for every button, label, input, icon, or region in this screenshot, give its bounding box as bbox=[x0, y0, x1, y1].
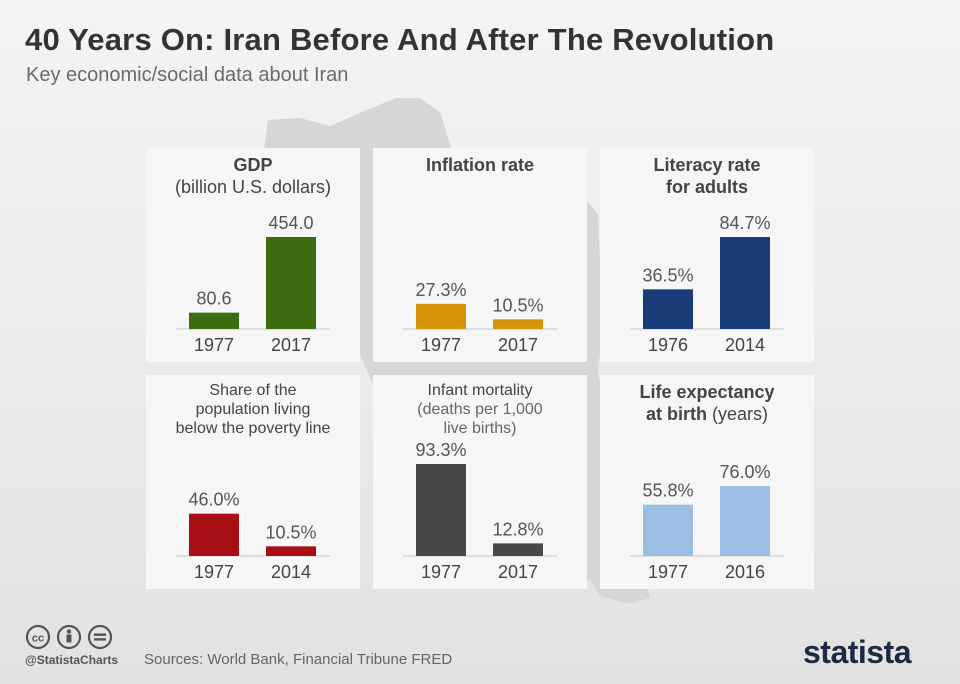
inflation-panel-title: Inflation rate bbox=[373, 154, 587, 176]
poverty-title-line-3: below the poverty line bbox=[175, 420, 331, 437]
bar-1977 bbox=[189, 312, 239, 329]
bar-1977 bbox=[189, 513, 239, 556]
bar-2017 bbox=[493, 543, 543, 556]
bar-1976 bbox=[643, 289, 693, 329]
data-label: 76.0% bbox=[719, 462, 770, 482]
category-label: 2014 bbox=[271, 562, 311, 582]
data-label: 454.0 bbox=[268, 213, 313, 233]
data-label: 27.3% bbox=[415, 280, 466, 300]
data-label: 36.5% bbox=[642, 265, 693, 285]
data-label: 55.8% bbox=[642, 481, 693, 501]
infant-mortality-title: Infant mortality bbox=[427, 382, 533, 399]
literacy-title-line-2: for adults bbox=[665, 177, 748, 197]
infant-mortality-subtitle-line-1: (deaths per 1,000 bbox=[417, 401, 543, 418]
bar-1977 bbox=[416, 303, 466, 329]
life-expectancy-panel-title: Life expectancy at birth (years) bbox=[600, 381, 814, 425]
infant-mortality-panel-title: Infant mortality (deaths per 1,000 live … bbox=[373, 381, 587, 438]
poverty-title-line-2: population living bbox=[195, 401, 311, 418]
data-label: 84.7% bbox=[719, 213, 770, 233]
nd-icon bbox=[87, 624, 113, 650]
gdp-panel: GDP (billion U.S. dollars) 80.6 1977 454.0… bbox=[146, 148, 360, 362]
data-label: 10.5% bbox=[265, 522, 316, 542]
life-expectancy-units: (years) bbox=[706, 404, 768, 424]
data-label: 46.0% bbox=[188, 490, 239, 510]
data-label: 93.3% bbox=[415, 440, 466, 460]
literacy-title-line-1: Literacy rate bbox=[653, 155, 761, 175]
category-label: 2017 bbox=[498, 562, 538, 582]
bar-1977 bbox=[416, 464, 466, 556]
inflation-chart: 27.3% 1977 10.5% 2017 bbox=[403, 280, 557, 355]
bar-1977 bbox=[643, 504, 693, 556]
poverty-panel-title: Share of the population living below the… bbox=[146, 381, 360, 438]
literacy-panel-title: Literacy rate for adults bbox=[600, 154, 814, 198]
life-expectancy-chart: 55.8% 1977 76.0% 2016 bbox=[630, 462, 784, 582]
category-label: 1976 bbox=[648, 335, 688, 355]
bar-2017 bbox=[266, 237, 316, 329]
data-label: 80.6 bbox=[196, 289, 231, 309]
life-expectancy-title-bold: at birth bbox=[645, 404, 707, 424]
life-expectancy-title: Life expectancy bbox=[639, 382, 775, 402]
statista-logo[interactable]: statista bbox=[803, 634, 912, 670]
infant-mortality-chart: 93.3% 1977 12.8% 2017 bbox=[403, 440, 557, 582]
category-label: 2017 bbox=[498, 335, 538, 355]
poverty-chart: 46.0% 1977 10.5% 2014 bbox=[176, 490, 330, 582]
literacy-chart: 36.5% 1976 84.7% 2014 bbox=[630, 213, 784, 355]
gdp-subtitle: (billion U.S. dollars) bbox=[174, 177, 332, 197]
category-label: 1977 bbox=[421, 562, 461, 582]
gdp-chart: 80.6 1977 454.0 2017 bbox=[176, 213, 330, 355]
gdp-panel-title: GDP (billion U.S. dollars) bbox=[146, 154, 360, 198]
poverty-panel: Share of the population living below the… bbox=[146, 375, 360, 589]
category-label: 1977 bbox=[421, 335, 461, 355]
license-icons: cc bbox=[25, 624, 113, 650]
bar-2014 bbox=[266, 546, 316, 556]
data-label: 12.8% bbox=[492, 519, 543, 539]
infant-mortality-panel: Infant mortality (deaths per 1,000 live … bbox=[373, 375, 587, 589]
data-label: 10.5% bbox=[492, 295, 543, 315]
statista-handle: @StatistaCharts bbox=[25, 653, 119, 667]
literacy-panel: Literacy rate for adults 36.5% 1976 84.7% 2… bbox=[600, 148, 814, 362]
page-title: 40 Years On: Iran Before And After The R… bbox=[25, 22, 775, 57]
bar-2014 bbox=[720, 237, 770, 329]
svg-text:cc: cc bbox=[32, 633, 44, 645]
infant-mortality-subtitle-line-2: live births) bbox=[443, 420, 517, 437]
bar-2016 bbox=[720, 486, 770, 556]
inflation-panel: Inflation rate 27.3% 1977 10.5% 2017 bbox=[373, 148, 587, 362]
gdp-title: GDP bbox=[233, 155, 273, 175]
cc-icon: cc bbox=[25, 624, 51, 650]
category-label: 1977 bbox=[194, 335, 234, 355]
by-icon bbox=[56, 624, 82, 650]
inflation-title: Inflation rate bbox=[425, 155, 534, 175]
bar-2017 bbox=[493, 319, 543, 329]
page-subtitle: Key economic/social data about Iran bbox=[26, 64, 349, 86]
category-label: 2016 bbox=[725, 562, 765, 582]
category-label: 2014 bbox=[725, 335, 765, 355]
category-label: 1977 bbox=[194, 562, 234, 582]
poverty-title-line-1: Share of the bbox=[209, 382, 297, 399]
sources-note: Sources: World Bank, Financial Tribune F… bbox=[144, 651, 453, 668]
category-label: 2017 bbox=[271, 335, 311, 355]
category-label: 1977 bbox=[648, 562, 688, 582]
life-expectancy-panel: Life expectancy at birth (years) 55.8% 19… bbox=[600, 375, 814, 589]
